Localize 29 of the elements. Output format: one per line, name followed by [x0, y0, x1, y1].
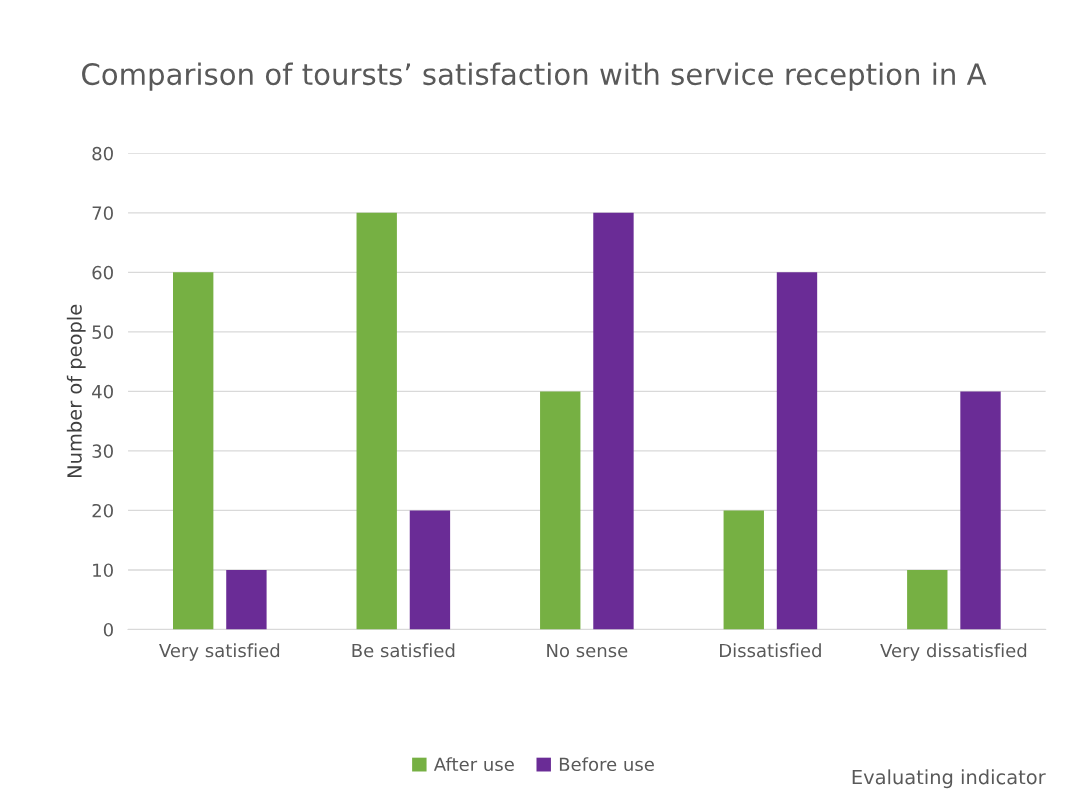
x-tick-label: Be satisfied: [352, 643, 455, 658]
x-tick-label: Very dissatisfied: [880, 643, 1027, 661]
y-tick-label: 10: [93, 563, 113, 578]
bar: [173, 272, 214, 630]
chart-title: Comparison of toursts’ satisfaction with service reception in A: [82, 62, 987, 91]
y-tick-label: 50: [92, 325, 113, 339]
bar: [960, 391, 1001, 630]
bar: [907, 569, 948, 630]
bar: [723, 510, 764, 630]
x-tick-label: Dissatisfied: [720, 643, 821, 658]
bar: [593, 212, 634, 630]
bar: [409, 510, 451, 630]
y-axis-title: Number of people: [66, 304, 86, 478]
y-tick-label: 80: [92, 146, 113, 161]
y-tick-label: 30: [92, 444, 113, 459]
x-tick-label: No sense: [547, 643, 628, 658]
y-tick-label: 40: [92, 384, 113, 399]
text: Evaluating indicator: [852, 769, 1046, 789]
x-tick-label: Very satisfied: [159, 643, 280, 661]
y-tick-label: 20: [92, 503, 113, 518]
legend-label: Before use: [559, 757, 654, 772]
bar: [540, 391, 581, 630]
y-tick-label: 70: [92, 206, 113, 220]
bar: [356, 212, 397, 630]
bar: [776, 272, 818, 630]
y-tick-label: 60: [92, 265, 113, 280]
legend-label: After use: [433, 757, 514, 772]
bar: [226, 569, 267, 630]
y-tick-label: 0: [103, 622, 113, 637]
